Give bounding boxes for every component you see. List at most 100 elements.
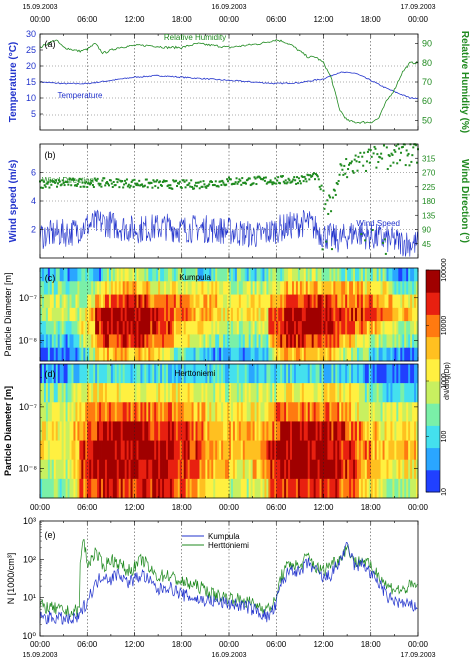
heatmap-cell (402, 402, 405, 422)
heatmap-cell (400, 307, 403, 322)
heatmap-cell (242, 334, 246, 349)
heatmap-cell (327, 459, 330, 480)
heatmap-cell (146, 347, 149, 362)
heatmap-cell (414, 383, 417, 403)
heatmap-cell (75, 478, 78, 499)
heatmap-cell (282, 421, 285, 441)
heatmap-cell (272, 478, 275, 499)
heatmap-cell (351, 294, 354, 309)
wind-direction-point (365, 160, 368, 163)
heatmap-cell (292, 478, 295, 499)
heatmap-cell (266, 347, 269, 362)
heatmap-cell (154, 294, 157, 309)
wind-direction-point (365, 169, 368, 172)
heatmap-cell (223, 281, 226, 295)
heatmap-cell (256, 307, 259, 322)
heatmap-cell (319, 294, 322, 309)
heatmap-cell (179, 383, 183, 403)
heatmap-cell (250, 459, 254, 480)
heatmap-cell (284, 440, 287, 461)
heatmap-cell (388, 440, 391, 461)
heatmap-cell (59, 294, 63, 309)
heatmap-cell (199, 268, 202, 282)
heatmap-cell (364, 281, 368, 295)
y-axis-title-left: Wind speed (m/s) (8, 160, 19, 243)
heatmap-cell (242, 364, 246, 384)
wind-direction-point (285, 182, 288, 185)
heatmap-cell (356, 268, 360, 282)
wind-direction-point (124, 179, 127, 182)
heatmap-cell (351, 281, 354, 295)
heatmap-cell (339, 459, 342, 480)
heatmap-cell (122, 268, 126, 282)
wind-direction-point (353, 158, 356, 161)
wind-direction-point (143, 184, 146, 187)
heatmap-cell (366, 334, 370, 349)
heatmap-cell (69, 402, 72, 422)
heatmap-cell (106, 421, 110, 441)
heatmap-cell (238, 402, 242, 422)
heatmap-cell (45, 307, 49, 322)
heatmap-cell (349, 334, 352, 349)
wind-direction-point (123, 183, 126, 186)
heatmap-cell (370, 321, 374, 335)
heatmap-cell (181, 281, 185, 295)
heatmap-cell (394, 421, 397, 441)
heatmap-cell (380, 364, 383, 384)
heatmap-cell (376, 334, 380, 349)
heatmap-cell (343, 294, 346, 309)
heatmap-cell (177, 294, 181, 309)
heatmap-cell (97, 307, 100, 322)
wind-direction-point (50, 183, 53, 186)
heatmap-cell (225, 383, 228, 403)
heatmap-cell (321, 347, 324, 362)
heatmap-cell (254, 281, 257, 295)
heatmap-cell (110, 307, 114, 322)
heatmap-cell (414, 421, 417, 441)
heatmap-cell (370, 268, 374, 282)
heatmap-cell (260, 334, 263, 349)
heatmap-cell (67, 383, 70, 403)
heatmap-cell (65, 321, 68, 335)
wind-direction-point (101, 179, 104, 182)
heatmap-cell (203, 347, 206, 362)
heatmap-cell (136, 478, 139, 499)
heatmap-cell (179, 402, 183, 422)
heatmap-cell (378, 364, 381, 384)
wind-direction-point (118, 186, 121, 189)
heatmap-cell (221, 347, 224, 362)
heatmap-cell (95, 281, 98, 295)
heatmap-cell (77, 268, 80, 282)
heatmap-cell (246, 459, 250, 480)
heatmap-cell (343, 440, 346, 461)
heatmap-cell (230, 334, 234, 349)
wind-direction-point (369, 149, 372, 152)
heatmap-cell (386, 268, 389, 282)
heatmap-cell (343, 421, 346, 441)
heatmap-cell (185, 421, 189, 441)
heatmap-cell (195, 321, 198, 335)
heatmap-cell (288, 478, 291, 499)
heatmap-cell (268, 321, 271, 335)
heatmap-cell (331, 440, 334, 461)
heatmap-cell (114, 440, 118, 461)
heatmap-cell (199, 478, 202, 499)
heatmap-cell (394, 268, 397, 282)
wind-direction-point (79, 185, 82, 188)
heatmap-cell (219, 402, 222, 422)
heatmap-cell (185, 334, 189, 349)
heatmap-cell (51, 478, 55, 499)
heatmap-cell (166, 294, 169, 309)
heatmap-cell (103, 383, 106, 403)
heatmap-cell (390, 321, 393, 335)
wind-direction-point (131, 179, 134, 182)
heatmap-cell (57, 440, 61, 461)
heatmap-cell (402, 383, 405, 403)
top-date-label: 15.09.2003 (22, 4, 57, 11)
heatmap-cell (195, 478, 198, 499)
heatmap-cell (299, 364, 303, 384)
heatmap-cell (414, 321, 417, 335)
heatmap-cell (390, 268, 393, 282)
heatmap-cell (77, 440, 80, 461)
heatmap-cell (193, 268, 196, 282)
